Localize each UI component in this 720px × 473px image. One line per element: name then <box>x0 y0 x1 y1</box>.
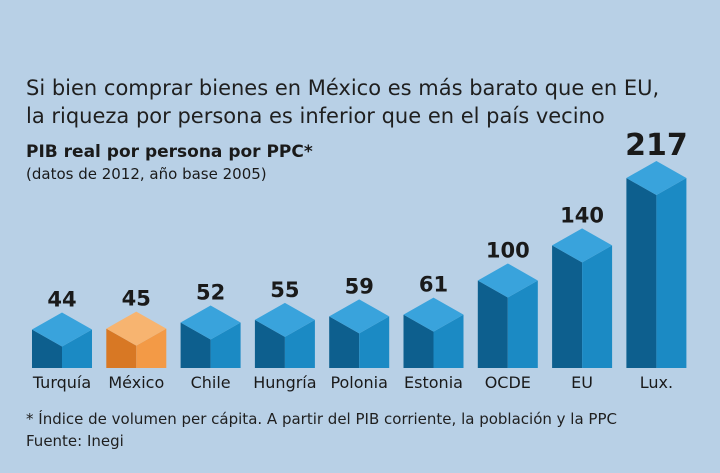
bar-top-face-eu <box>552 228 613 263</box>
bar-top-face-estonia <box>403 297 464 332</box>
bar-left-face-lux <box>626 178 657 368</box>
bar-right-face-turqua <box>62 329 92 368</box>
bar-top-face-chile <box>180 305 241 340</box>
category-label: Chile <box>191 373 231 392</box>
category-label: Lux. <box>640 373 673 392</box>
bar-left-face-turqua <box>32 329 62 368</box>
category-label: OCDE <box>485 373 531 392</box>
footer: * Índice de volumen per cápita. A partir… <box>26 408 617 452</box>
bar-right-face-ocde <box>507 280 538 368</box>
bar-right-face-estonia <box>433 314 464 368</box>
bar-left-face-mxico <box>106 328 137 368</box>
bar-top-face-polonia <box>329 299 390 334</box>
bar-top-face-mxico <box>106 311 167 346</box>
category-label: México <box>108 373 164 392</box>
bar-top-face-ocde <box>477 263 538 298</box>
bar-value-label: 45 <box>122 287 151 311</box>
bar-left-face-polonia <box>329 316 360 368</box>
bar-right-face-chile <box>210 322 241 368</box>
bar-value-label: 52 <box>196 280 225 304</box>
chart-note: (datos de 2012, año base 2005) <box>26 165 267 183</box>
bar-left-face-ocde <box>477 280 508 368</box>
bar-right-face-lux <box>656 178 687 368</box>
headline-line-1: Si bien comprar bienes en México es más … <box>26 76 660 100</box>
chart-title: PIB real por persona por PPC* <box>26 142 313 162</box>
category-label: Hungría <box>253 373 316 392</box>
bar-left-face-chile <box>180 322 211 368</box>
bar-right-face-mxico <box>136 328 167 368</box>
bar-right-face-hungra <box>284 319 315 368</box>
bar-value-label: 61 <box>419 273 448 297</box>
footnote: * Índice de volumen per cápita. A partir… <box>26 410 617 428</box>
headline: Si bien comprar bienes en México es más … <box>26 74 706 130</box>
category-label: Turquía <box>32 373 91 392</box>
bar-right-face-eu <box>582 245 613 368</box>
bar-left-face-eu <box>552 245 583 368</box>
bar-top-face-hungra <box>254 302 315 337</box>
category-label: EU <box>571 373 593 392</box>
bar-value-label: 217 <box>625 128 688 163</box>
source: Fuente: Inegi <box>26 432 124 450</box>
bar-value-label: 100 <box>486 238 530 262</box>
bar-value-label: 59 <box>345 274 374 298</box>
bar-left-face-estonia <box>403 314 434 368</box>
bar-right-face-polonia <box>359 316 390 368</box>
category-label: Estonia <box>404 373 463 392</box>
bar-top-face-turqua <box>32 312 92 347</box>
bar-value-label: 44 <box>47 287 76 311</box>
category-label: Polonia <box>330 373 388 392</box>
bar-top-face-lux <box>626 161 687 195</box>
bar-left-face-hungra <box>254 319 285 368</box>
bar-value-label: 55 <box>270 278 299 302</box>
bar-value-label: 140 <box>560 203 604 227</box>
headline-line-2: la riqueza por persona es inferior que e… <box>26 104 605 128</box>
